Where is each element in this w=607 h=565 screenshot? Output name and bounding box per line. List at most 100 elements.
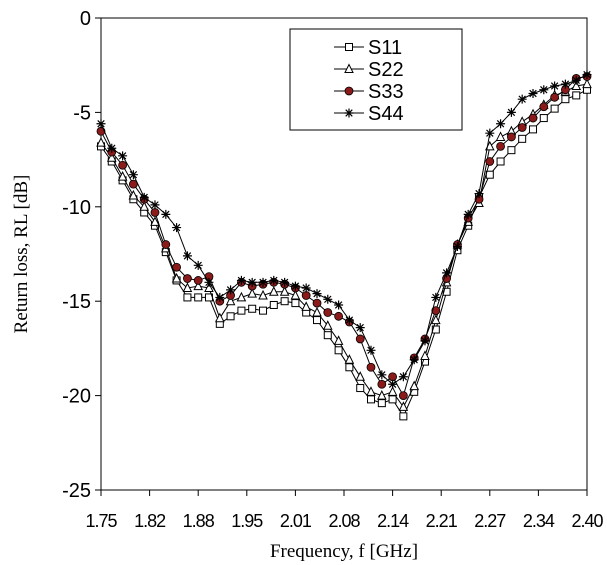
series-s11-point (248, 304, 257, 313)
series-s11-point (269, 300, 278, 309)
series-s11-point (539, 114, 548, 123)
series-s22-point (571, 80, 582, 90)
series-s44-point (301, 283, 311, 293)
series-s44-point (496, 119, 506, 129)
series-s11-point (529, 125, 538, 134)
y-tick-label: -5 (73, 102, 91, 124)
series-s33-point (517, 123, 527, 132)
series-s33-point (312, 298, 322, 308)
series-s11-point (377, 399, 386, 408)
series-s11-point (194, 293, 203, 302)
series-s22-point (258, 289, 268, 300)
series-s11-point (507, 146, 516, 155)
series-s44-point (582, 70, 592, 80)
series-s44-point (139, 192, 149, 202)
series-s44-point (258, 277, 268, 287)
series-s44-point (377, 370, 387, 380)
series-s22-point (225, 295, 236, 306)
series-s44-point (355, 323, 365, 333)
series-s44-point (452, 241, 462, 251)
x-axis: 1.75 1.82 1.88 1.95 2.01 2.08 2.14 2.21 2.27 2.34… (85, 490, 604, 531)
series-s22-point (387, 386, 398, 396)
series-s22-point (301, 301, 311, 311)
series-s22-point (214, 312, 225, 323)
series-s44-point (528, 89, 538, 99)
series-s44-point (269, 275, 279, 285)
series-s33-point (172, 262, 181, 272)
series-s22-point (236, 291, 247, 302)
series-s33-point (118, 160, 128, 170)
series-s44-point (560, 79, 570, 89)
series-s11-point (518, 134, 527, 143)
x-tick-label: 2.34 (523, 511, 555, 531)
x-tick-label: 1.75 (85, 511, 117, 531)
series-s22-point (106, 152, 117, 162)
series-s44-point (366, 345, 376, 355)
series-s33-point (161, 240, 171, 249)
series-s44-point (290, 281, 300, 291)
series-s11-point (345, 363, 354, 372)
series-s11-point (280, 297, 289, 306)
series-s44-point (204, 277, 214, 287)
series-s33-point (398, 391, 408, 401)
series-s44-point (344, 315, 354, 325)
series-s44-point (506, 107, 516, 117)
x-tick-label: 1.82 (134, 511, 166, 531)
series-s33-point (183, 274, 192, 283)
y-tick-label: -15 (62, 291, 91, 313)
series-s44-point (182, 251, 192, 261)
series-s11-point (334, 346, 343, 355)
series-s22-point (333, 335, 344, 345)
series-s44-point (442, 268, 452, 278)
series-s22-point (398, 401, 409, 411)
series-s22-point (420, 350, 430, 360)
series-s11-point (313, 316, 322, 325)
series-s44-line (100, 74, 588, 385)
series-s44-point (96, 119, 106, 129)
series-s33-point (301, 291, 311, 300)
series-s22-point (193, 280, 204, 291)
series-s22-point (128, 189, 139, 200)
legend-label-s33: S33 (368, 81, 404, 103)
series-s44-point (215, 292, 225, 302)
series-s44-point (118, 151, 128, 161)
series-s44-point (409, 355, 419, 365)
x-tick-label: 2.08 (328, 511, 360, 531)
series-s33-point (150, 208, 160, 217)
series-s44-point (388, 379, 398, 389)
x-tick-label: 2.27 (474, 511, 506, 531)
legend-box (289, 28, 463, 131)
series-s44-point (571, 75, 581, 85)
series-s11-line (100, 89, 588, 418)
series-s22-point (268, 286, 279, 296)
series-s33-point (539, 102, 549, 112)
series-s22-point (344, 354, 355, 364)
series-s44-point (334, 300, 344, 310)
series-s11-point (323, 331, 332, 340)
series-layer (96, 70, 592, 421)
series-s11-point (356, 384, 365, 393)
series-s44-point (485, 128, 495, 138)
x-tick-label: 1.88 (183, 511, 215, 531)
series-s44-point (398, 372, 408, 382)
series-s11-point (496, 157, 505, 166)
x-tick-label: 2.14 (377, 511, 409, 531)
series-s22 (96, 78, 592, 411)
y-tick-label: -10 (62, 197, 91, 219)
y-axis: 0 -5 -10 -15 -20 -25 (62, 8, 101, 502)
y-tick-label: -25 (62, 480, 91, 502)
legend-label-s44: S44 (368, 103, 404, 125)
legend-marker-s33 (344, 86, 354, 96)
series-s33-point (507, 132, 516, 142)
series-s33-point (323, 308, 333, 317)
y-tick-label: 0 (80, 8, 91, 30)
series-s11-point (550, 104, 559, 113)
series-s44-point (539, 85, 549, 95)
series-s22-point (431, 314, 441, 325)
series-s22-point (322, 320, 333, 330)
series-s33-point (388, 372, 398, 382)
series-s22-point (150, 216, 160, 226)
series-s22-point (182, 282, 193, 292)
series-s44-point (463, 209, 473, 219)
